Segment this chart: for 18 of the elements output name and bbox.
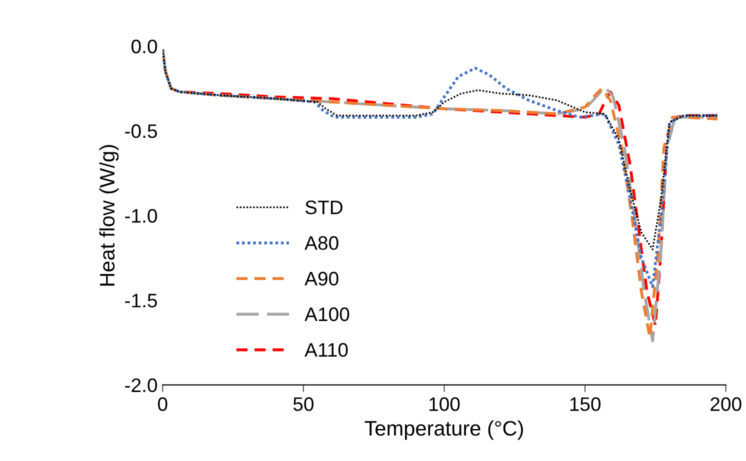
legend-label: STD: [305, 200, 342, 214]
y-tick-label: -0.5: [125, 124, 157, 138]
y-tick-label: -1.0: [125, 208, 158, 223]
y-axis-title: Heat flow (W/g): [99, 145, 119, 286]
x-tick-label: 100: [430, 397, 460, 412]
x-axis-title: Temperature (°C): [364, 420, 523, 440]
y-tick-label: -2.0: [125, 378, 158, 392]
line-series: [162, 48, 718, 250]
x-tick-label: 150: [570, 397, 601, 412]
legend-label: A110: [304, 343, 348, 357]
x-tick-label: 0: [158, 397, 168, 412]
legend-label: A90: [304, 272, 338, 286]
y-tick-label: -1.5: [125, 294, 157, 308]
legend-label: A80: [304, 236, 338, 250]
legend-label: A100: [304, 307, 350, 322]
x-tick-label: 200: [710, 397, 742, 412]
y-tick-label: 0.0: [132, 40, 158, 54]
x-tick-label: 50: [293, 397, 314, 412]
